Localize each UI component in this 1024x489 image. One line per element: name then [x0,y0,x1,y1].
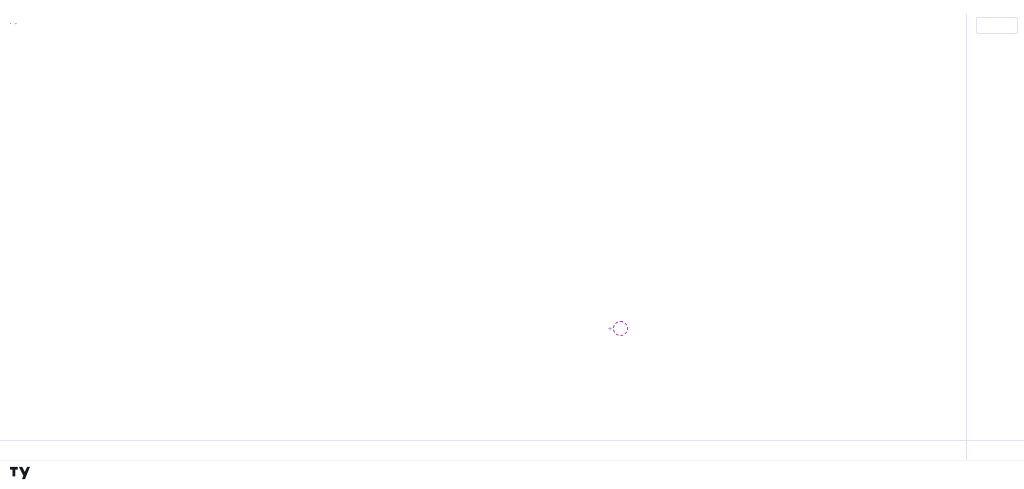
chart-canvas [0,14,966,440]
chart-frame: · - [0,14,1024,440]
time-axis[interactable] [0,440,1024,461]
price-axis[interactable] [966,14,1024,440]
plot-area[interactable]: · - [0,14,966,440]
footer [0,460,1024,489]
tradingview-logo-icon [10,466,30,480]
axis-corner [966,441,1024,461]
macd-legend[interactable] [9,413,21,424]
tradingview-logo[interactable] [10,466,35,480]
currency-label [976,17,1018,34]
lightning-bolt-icon[interactable] [613,321,628,336]
rsi-legend[interactable] [9,336,21,347]
main-legend: · - [9,18,20,28]
sma-legend[interactable] [9,30,11,41]
plus-icon: + [608,326,613,333]
